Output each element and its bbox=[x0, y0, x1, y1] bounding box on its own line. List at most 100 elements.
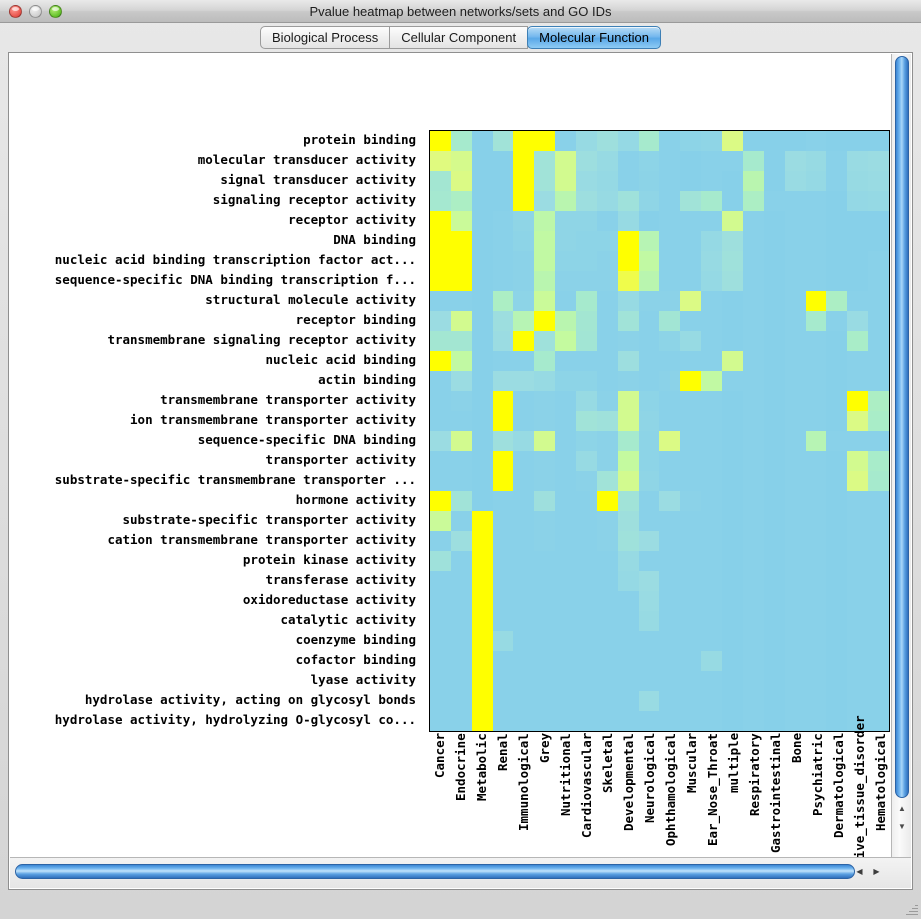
heatmap-cell[interactable] bbox=[430, 151, 451, 171]
heatmap-cell[interactable] bbox=[868, 351, 889, 371]
heatmap-cell[interactable] bbox=[680, 231, 702, 251]
heatmap-cell[interactable] bbox=[784, 391, 806, 411]
heatmap-cell[interactable] bbox=[868, 251, 889, 271]
heatmap-cell[interactable] bbox=[534, 211, 556, 231]
heatmap-cell[interactable] bbox=[555, 291, 577, 311]
heatmap-cell[interactable] bbox=[701, 471, 723, 491]
heatmap-cell[interactable] bbox=[450, 651, 472, 671]
heatmap-cell[interactable] bbox=[555, 651, 577, 671]
heatmap-cell[interactable] bbox=[826, 211, 848, 231]
heatmap-cell[interactable] bbox=[701, 411, 723, 431]
heatmap-cell[interactable] bbox=[576, 391, 597, 411]
heatmap-cell[interactable] bbox=[617, 371, 639, 391]
heatmap-cell[interactable] bbox=[805, 511, 827, 531]
tab-cellular-component[interactable]: Cellular Component bbox=[390, 26, 529, 49]
heatmap-cell[interactable] bbox=[492, 331, 514, 351]
heatmap-cell[interactable] bbox=[826, 291, 848, 311]
heatmap-cell[interactable] bbox=[576, 471, 597, 491]
heatmap-cell[interactable] bbox=[576, 551, 597, 571]
heatmap-cell[interactable] bbox=[430, 591, 451, 611]
heatmap-cell[interactable] bbox=[430, 471, 451, 491]
heatmap-cell[interactable] bbox=[638, 351, 660, 371]
heatmap-cell[interactable] bbox=[868, 471, 889, 491]
heatmap-cell[interactable] bbox=[430, 631, 451, 651]
heatmap-cell[interactable] bbox=[805, 571, 827, 591]
heatmap-cell[interactable] bbox=[701, 131, 723, 151]
heatmap-cell[interactable] bbox=[555, 451, 577, 471]
heatmap-cell[interactable] bbox=[701, 391, 723, 411]
scroll-right-arrow-icon[interactable]: ▶ bbox=[873, 867, 880, 876]
heatmap-cell[interactable] bbox=[847, 371, 869, 391]
heatmap-cell[interactable] bbox=[826, 571, 848, 591]
heatmap-cell[interactable] bbox=[555, 671, 577, 691]
heatmap-cell[interactable] bbox=[868, 331, 889, 351]
heatmap-cell[interactable] bbox=[576, 151, 597, 171]
tab-molecular-function[interactable]: Molecular Function bbox=[527, 26, 661, 49]
heatmap-cell[interactable] bbox=[513, 151, 535, 171]
heatmap-cell[interactable] bbox=[471, 251, 493, 271]
heatmap-cell[interactable] bbox=[534, 171, 556, 191]
heatmap-cell[interactable] bbox=[596, 631, 618, 651]
heatmap-cell[interactable] bbox=[596, 271, 618, 291]
heatmap-cell[interactable] bbox=[763, 391, 785, 411]
heatmap-cell[interactable] bbox=[430, 231, 451, 251]
heatmap-cell[interactable] bbox=[680, 171, 702, 191]
heatmap-cell[interactable] bbox=[742, 411, 764, 431]
heatmap-cell[interactable] bbox=[596, 491, 618, 511]
heatmap-cell[interactable] bbox=[513, 311, 535, 331]
heatmap-cell[interactable] bbox=[534, 671, 556, 691]
heatmap-cell[interactable] bbox=[826, 431, 848, 451]
heatmap-cell[interactable] bbox=[555, 151, 577, 171]
heatmap-cell[interactable] bbox=[722, 511, 743, 531]
heatmap-cell[interactable] bbox=[847, 491, 869, 511]
heatmap-cell[interactable] bbox=[763, 131, 785, 151]
heatmap-cell[interactable] bbox=[576, 331, 597, 351]
heatmap-cell[interactable] bbox=[701, 291, 723, 311]
heatmap-cell[interactable] bbox=[555, 251, 577, 271]
heatmap-cell[interactable] bbox=[513, 651, 535, 671]
heatmap-cell[interactable] bbox=[784, 491, 806, 511]
heatmap-cell[interactable] bbox=[680, 191, 702, 211]
heatmap-cell[interactable] bbox=[805, 711, 827, 731]
heatmap-cell[interactable] bbox=[763, 151, 785, 171]
heatmap-cell[interactable] bbox=[826, 271, 848, 291]
heatmap-cell[interactable] bbox=[701, 451, 723, 471]
heatmap-cell[interactable] bbox=[617, 191, 639, 211]
heatmap-cell[interactable] bbox=[763, 651, 785, 671]
heatmap-cell[interactable] bbox=[742, 491, 764, 511]
heatmap-cell[interactable] bbox=[763, 511, 785, 531]
heatmap-cell[interactable] bbox=[659, 151, 681, 171]
heatmap-cell[interactable] bbox=[784, 331, 806, 351]
heatmap-cell[interactable] bbox=[722, 191, 743, 211]
heatmap-cell[interactable] bbox=[722, 391, 743, 411]
heatmap-cell[interactable] bbox=[534, 431, 556, 451]
heatmap-cell[interactable] bbox=[805, 651, 827, 671]
heatmap-cell[interactable] bbox=[450, 431, 472, 451]
heatmap-cell[interactable] bbox=[471, 571, 493, 591]
heatmap-cell[interactable] bbox=[847, 331, 869, 351]
heatmap-cell[interactable] bbox=[576, 671, 597, 691]
heatmap-cell[interactable] bbox=[492, 231, 514, 251]
heatmap-cell[interactable] bbox=[784, 711, 806, 731]
heatmap-cell[interactable] bbox=[430, 331, 451, 351]
heatmap-cell[interactable] bbox=[659, 671, 681, 691]
heatmap-cell[interactable] bbox=[596, 231, 618, 251]
heatmap-cell[interactable] bbox=[742, 331, 764, 351]
heatmap-cell[interactable] bbox=[555, 391, 577, 411]
heatmap-cell[interactable] bbox=[722, 551, 743, 571]
heatmap-cell[interactable] bbox=[722, 411, 743, 431]
heatmap-cell[interactable] bbox=[555, 171, 577, 191]
heatmap-cell[interactable] bbox=[555, 511, 577, 531]
heatmap-cell[interactable] bbox=[847, 631, 869, 651]
heatmap-cell[interactable] bbox=[722, 491, 743, 511]
heatmap-cell[interactable] bbox=[430, 211, 451, 231]
heatmap-cell[interactable] bbox=[742, 251, 764, 271]
heatmap-cell[interactable] bbox=[763, 251, 785, 271]
heatmap-cell[interactable] bbox=[680, 551, 702, 571]
heatmap-cell[interactable] bbox=[638, 391, 660, 411]
heatmap-cell[interactable] bbox=[638, 131, 660, 151]
heatmap-cell[interactable] bbox=[826, 311, 848, 331]
heatmap-cell[interactable] bbox=[638, 591, 660, 611]
heatmap-cell[interactable] bbox=[784, 311, 806, 331]
heatmap-cell[interactable] bbox=[805, 591, 827, 611]
